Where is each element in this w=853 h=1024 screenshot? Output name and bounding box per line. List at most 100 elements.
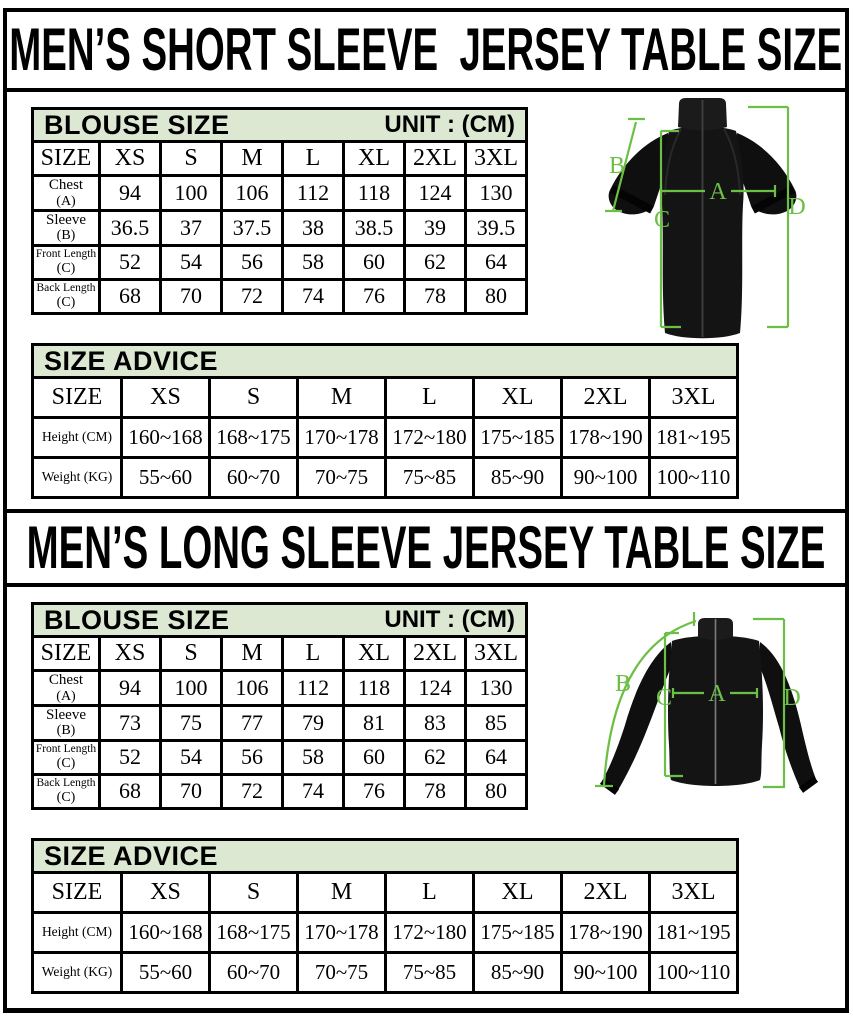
value-cell: 175~185 bbox=[472, 911, 563, 954]
unit-label: UNIT : (CM) bbox=[384, 606, 515, 633]
col-header-xl: XL bbox=[342, 140, 406, 177]
back-length-line-D bbox=[748, 105, 790, 329]
col-header-2xl: 2XL bbox=[560, 871, 651, 914]
value-cell: 130 bbox=[464, 174, 528, 212]
value-cell: 70 bbox=[159, 277, 223, 315]
value-cell: 181~195 bbox=[648, 416, 739, 459]
chest-measure-line-A bbox=[659, 185, 777, 197]
corner-header: SIZE bbox=[31, 140, 101, 177]
col-header-3xl: 3XL bbox=[464, 140, 528, 177]
sleeve-measure-line-B bbox=[605, 117, 645, 213]
table-row: Sleeve (B) 73 75 77 79 81 83 85 bbox=[31, 703, 528, 742]
value-cell: 70~75 bbox=[296, 456, 387, 499]
label-C: C bbox=[656, 685, 672, 711]
label-A: A bbox=[708, 681, 726, 707]
size-table: SIZE XS S M L XL 2XL 3XL Height (CM) 160~168 168~1… bbox=[31, 871, 739, 994]
row-label: Height (CM) bbox=[31, 416, 123, 459]
value-cell: 170~178 bbox=[296, 416, 387, 459]
col-header-2xl: 2XL bbox=[403, 140, 467, 177]
value-cell: 62 bbox=[403, 738, 467, 776]
value-cell: 170~178 bbox=[296, 911, 387, 954]
value-cell: 58 bbox=[281, 243, 345, 281]
value-cell: 112 bbox=[281, 669, 345, 707]
row-label: Weight (KG) bbox=[31, 951, 123, 994]
short-sleeve-title: MEN’S SHORT SLEEVE JERSEY TABLE SIZE bbox=[9, 16, 843, 83]
value-cell: 124 bbox=[403, 174, 467, 212]
col-header-m: M bbox=[296, 871, 387, 914]
label-A: A bbox=[709, 179, 727, 205]
value-cell: 78 bbox=[403, 772, 467, 810]
label-B: B bbox=[615, 671, 631, 697]
table-row: Front Length (C) 52 54 56 58 60 62 64 bbox=[31, 243, 528, 281]
col-header-m: M bbox=[220, 140, 284, 177]
table-row: Chest (A) 94 100 106 112 118 124 130 bbox=[31, 669, 528, 707]
col-header-s: S bbox=[208, 376, 299, 419]
value-cell: 72 bbox=[220, 277, 284, 315]
col-header-s: S bbox=[159, 635, 223, 672]
value-cell: 106 bbox=[220, 174, 284, 212]
value-cell: 68 bbox=[98, 772, 162, 810]
header-row: SIZE XS S M L XL 2XL 3XL bbox=[31, 376, 739, 419]
value-cell: 62 bbox=[403, 243, 467, 281]
value-cell: 64 bbox=[464, 243, 528, 281]
col-header-3xl: 3XL bbox=[648, 376, 739, 419]
long-sleeve-section: BLOUSE SIZE UNIT : (CM) SIZE XS S M L XL 2XL 3XL C… bbox=[3, 583, 849, 1013]
label-C: C bbox=[654, 207, 670, 233]
size-table: SIZE XS S M L XL 2XL 3XL Chest (A) 94 100 106 112 118 1… bbox=[31, 635, 528, 810]
col-header-xs: XS bbox=[120, 871, 211, 914]
col-header-xl: XL bbox=[342, 635, 406, 672]
row-label: Weight (KG) bbox=[31, 456, 123, 499]
corner-header: SIZE bbox=[31, 376, 123, 419]
col-header-3xl: 3XL bbox=[648, 871, 739, 914]
front-length-line-C bbox=[659, 129, 681, 329]
value-cell: 100 bbox=[159, 669, 223, 707]
row-label: Sleeve (B) bbox=[31, 208, 101, 247]
short-sleeve-jersey-image: B A C D bbox=[605, 98, 806, 339]
value-cell: 60~70 bbox=[208, 951, 299, 994]
col-header-2xl: 2XL bbox=[403, 635, 467, 672]
value-cell: 85~90 bbox=[472, 456, 563, 499]
value-cell: 75~85 bbox=[384, 456, 475, 499]
value-cell: 160~168 bbox=[120, 911, 211, 954]
row-label: Sleeve (B) bbox=[31, 703, 101, 742]
table-title: BLOUSE SIZE bbox=[44, 604, 230, 635]
long-sleeve-title-box: MEN’S LONG SLEEVE JERSEY TABLE SIZE bbox=[3, 509, 849, 587]
long-sleeve-blouse-size-table: BLOUSE SIZE UNIT : (CM) SIZE XS S M L XL 2XL 3XL C… bbox=[31, 602, 528, 810]
value-cell: 76 bbox=[342, 772, 406, 810]
table-row: Front Length (C) 52 54 56 58 60 62 64 bbox=[31, 738, 528, 776]
value-cell: 38.5 bbox=[342, 208, 406, 247]
header-row: SIZE XS S M L XL 2XL 3XL bbox=[31, 140, 528, 177]
value-cell: 100~110 bbox=[648, 951, 739, 994]
value-cell: 60 bbox=[342, 738, 406, 776]
table-row: Weight (KG) 55~60 60~70 70~75 75~85 85~90 90~1… bbox=[31, 951, 739, 994]
value-cell: 39.5 bbox=[464, 208, 528, 247]
col-header-l: L bbox=[281, 635, 345, 672]
value-cell: 160~168 bbox=[120, 416, 211, 459]
table-row: Height (CM) 160~168 168~175 170~178 172~180 1… bbox=[31, 911, 739, 954]
value-cell: 124 bbox=[403, 669, 467, 707]
col-header-l: L bbox=[384, 376, 475, 419]
header-row: SIZE XS S M L XL 2XL 3XL bbox=[31, 635, 528, 672]
corner-header: SIZE bbox=[31, 871, 123, 914]
row-label: Front Length (C) bbox=[31, 243, 101, 281]
chest-measure-line-A bbox=[671, 688, 759, 698]
right-sleeve bbox=[759, 642, 816, 790]
col-header-xs: XS bbox=[98, 140, 162, 177]
value-cell: 85~90 bbox=[472, 951, 563, 994]
value-cell: 52 bbox=[98, 243, 162, 281]
value-cell: 38 bbox=[281, 208, 345, 247]
value-cell: 56 bbox=[220, 738, 284, 776]
table-title: BLOUSE SIZE bbox=[44, 109, 230, 140]
value-cell: 60 bbox=[342, 243, 406, 281]
col-header-l: L bbox=[384, 871, 475, 914]
front-length-line-C bbox=[663, 631, 683, 778]
row-label: Chest (A) bbox=[31, 669, 101, 707]
value-cell: 80 bbox=[464, 772, 528, 810]
short-sleeve-size-advice-table: SIZE ADVICE SIZE XS S M L XL 2XL 3XL Height (CM) 1… bbox=[31, 343, 739, 499]
long-sleeve-size-advice-table: SIZE ADVICE SIZE XS S M L XL 2XL 3XL Height (CM) 1… bbox=[31, 838, 739, 994]
value-cell: 75~85 bbox=[384, 951, 475, 994]
value-cell: 73 bbox=[98, 703, 162, 742]
value-cell: 60~70 bbox=[208, 456, 299, 499]
value-cell: 36.5 bbox=[98, 208, 162, 247]
